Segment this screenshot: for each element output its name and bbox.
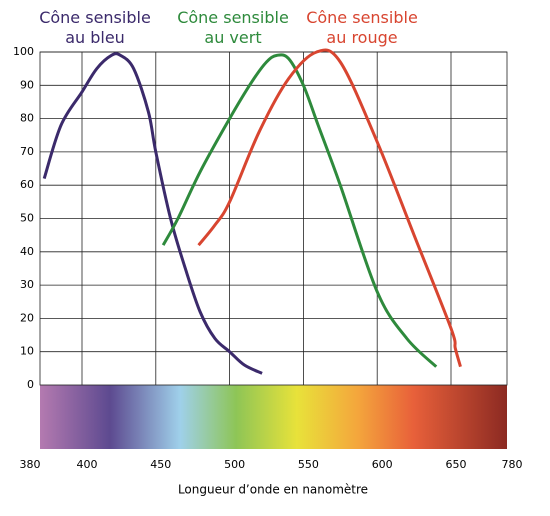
- y-tick-label: 20: [20, 311, 34, 324]
- y-tick-label: 80: [20, 112, 34, 125]
- x-tick-label: 400: [77, 458, 98, 471]
- y-tick-label: 30: [20, 278, 34, 291]
- y-tick-label: 0: [27, 378, 34, 391]
- x-tick-label: 450: [150, 458, 171, 471]
- spectrum-bar: [40, 385, 507, 449]
- curve: [197, 48, 462, 368]
- x-tick-label: 550: [298, 458, 319, 471]
- legend-label: Cône sensible au bleu: [39, 8, 151, 47]
- x-tick-label: 780: [502, 458, 523, 471]
- y-tick-label: 70: [20, 145, 34, 158]
- x-tick-label: 600: [372, 458, 393, 471]
- y-tick-label: 100: [13, 45, 34, 58]
- y-tick-label: 10: [20, 345, 34, 358]
- y-tick-label: 60: [20, 178, 34, 191]
- plot-frame: [39, 51, 508, 386]
- y-tick-label: 40: [20, 245, 34, 258]
- y-tick-label: 90: [20, 78, 34, 91]
- curve: [161, 53, 438, 368]
- x-axis-label: Longueur d’onde en nanomètre: [178, 483, 368, 497]
- legend-label: Cône sensible au vert: [177, 8, 289, 47]
- x-tick-label: 650: [446, 458, 467, 471]
- x-tick-label: 500: [224, 458, 245, 471]
- curve: [42, 52, 263, 375]
- legend-label: Cône sensible au rouge: [306, 8, 418, 47]
- x-tick-label: 380: [20, 458, 41, 471]
- y-tick-label: 50: [20, 212, 34, 225]
